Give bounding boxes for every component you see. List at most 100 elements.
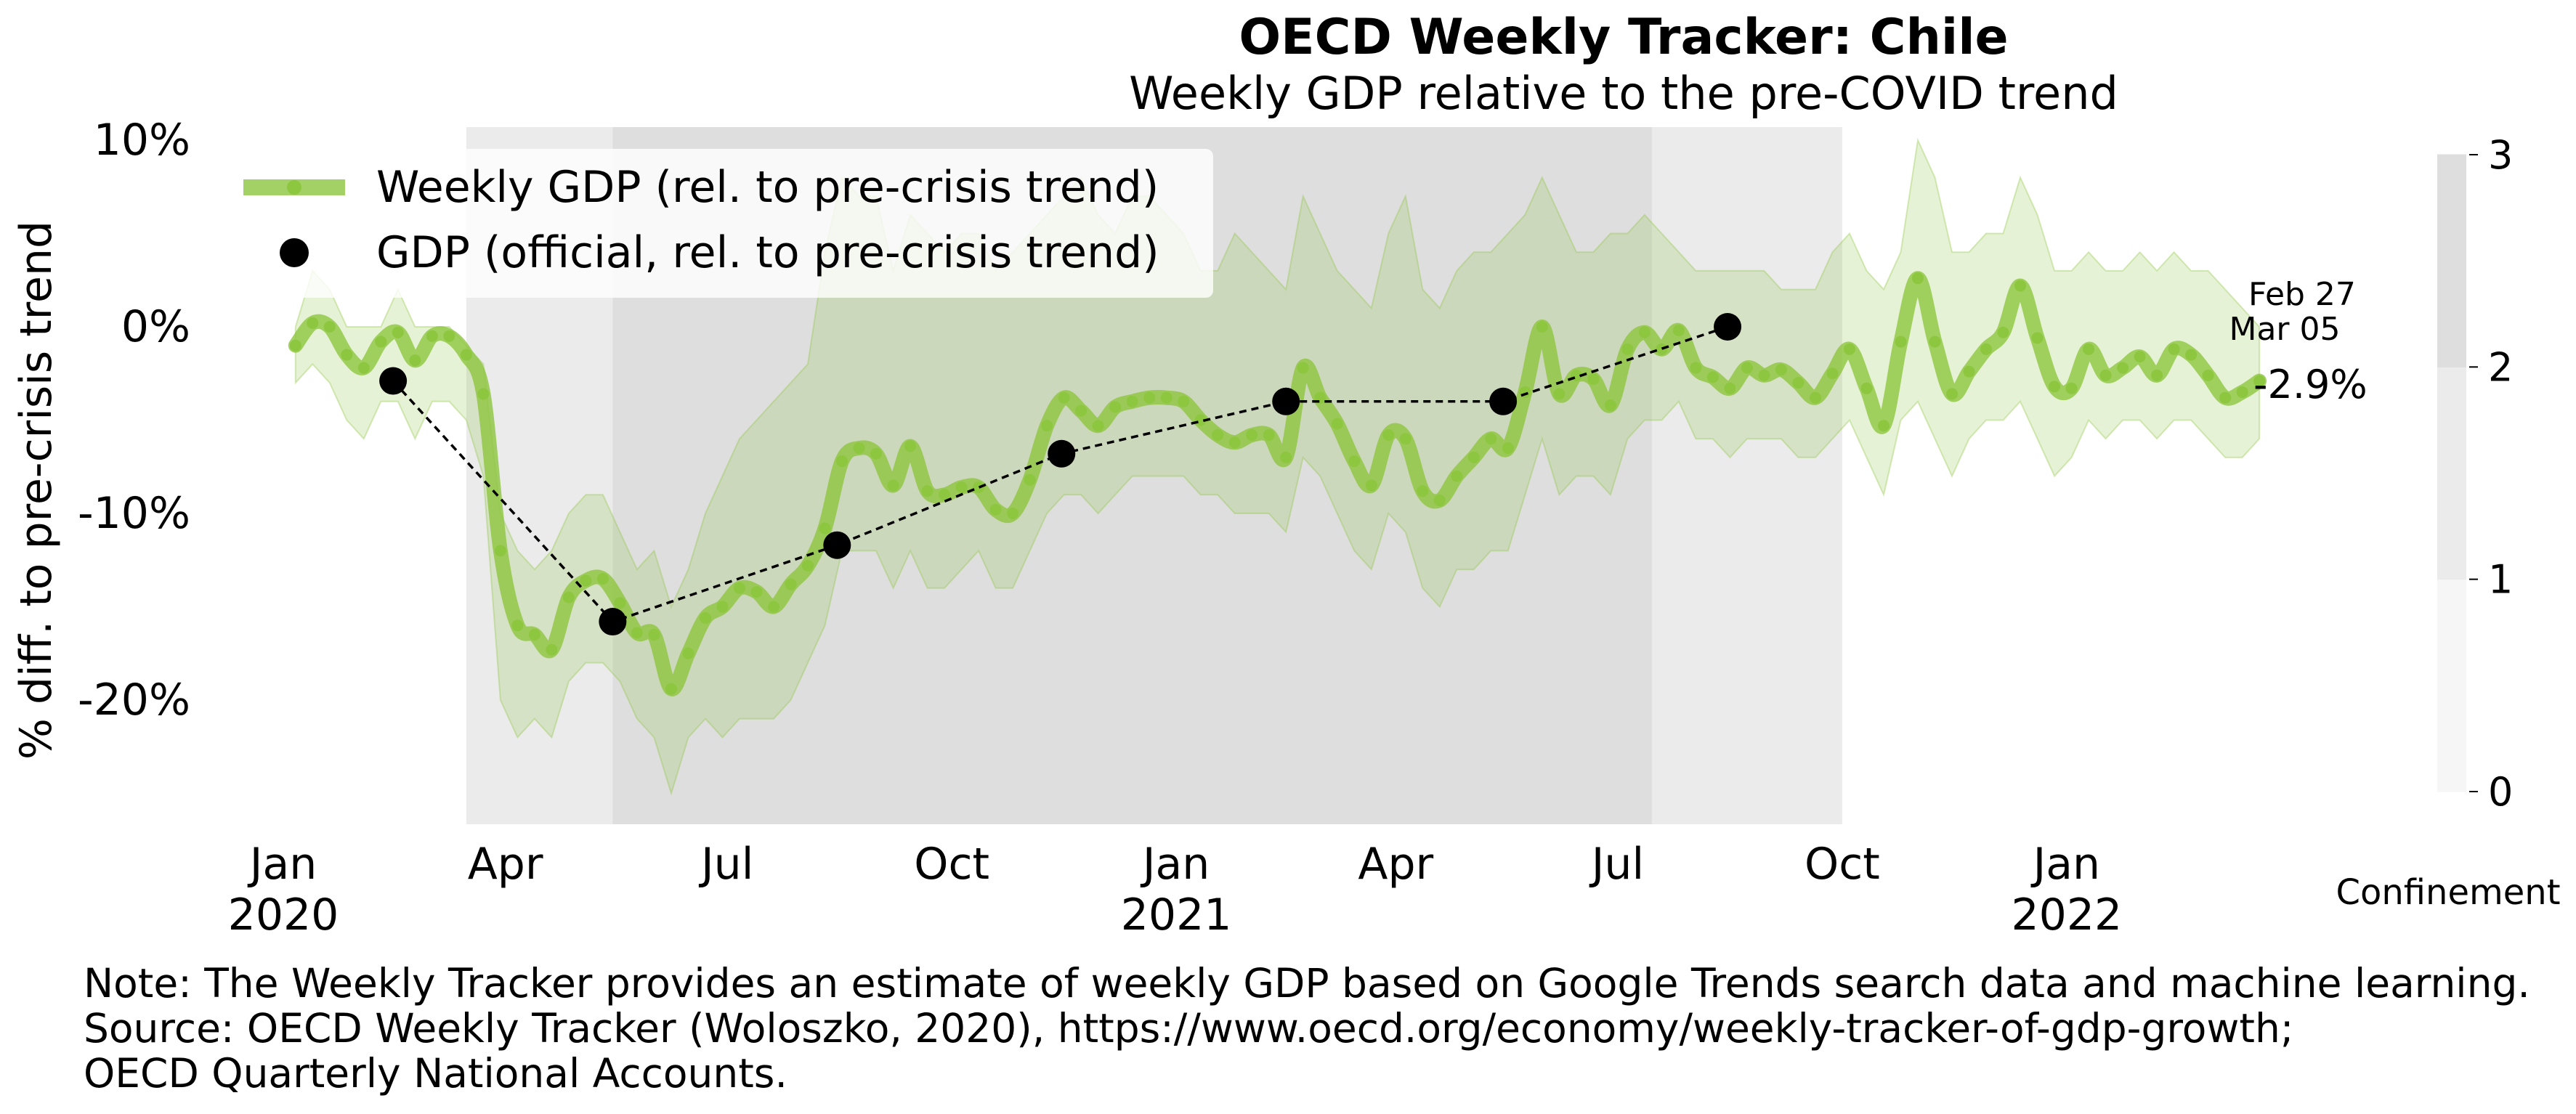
weekly-gdp-point-77	[1604, 399, 1616, 411]
official-gdp-point-3	[1048, 439, 1076, 468]
weekly-gdp-point-21	[648, 629, 660, 641]
weekly-gdp-point-67	[1433, 495, 1446, 507]
weekly-gdp-point-2	[323, 321, 336, 333]
official-gdp-point-5	[1489, 387, 1518, 415]
weekly-gdp-point-95	[1912, 272, 1924, 285]
weekly-gdp-point-90	[1826, 367, 1839, 380]
weekly-gdp-point-8	[426, 330, 438, 342]
y-axis-label: % diff. to pre-crisis trend	[11, 221, 62, 760]
colorbar-tick-label-0: 0	[2488, 769, 2513, 815]
weekly-gdp-point-86	[1758, 369, 1770, 381]
weekly-gdp-point-71	[1502, 442, 1514, 455]
weekly-gdp-point-93	[1877, 420, 1890, 432]
colorbar-segment-1	[2437, 366, 2466, 580]
weekly-gdp-point-17	[580, 574, 592, 587]
weekly-gdp-point-25	[716, 601, 729, 613]
weekly-gdp-point-43	[1024, 473, 1036, 486]
weekly-gdp-point-16	[562, 591, 575, 603]
weekly-gdp-point-32	[836, 455, 848, 468]
weekly-gdp-point-82	[1690, 362, 1702, 374]
official-gdp-series	[379, 313, 1742, 636]
weekly-gdp-point-49	[1126, 395, 1138, 407]
x-tick-label-7: Oct	[1805, 839, 1880, 890]
weekly-gdp-point-80	[1656, 343, 1668, 355]
weekly-gdp-point-55	[1228, 436, 1241, 449]
weekly-gdp-point-92	[1860, 382, 1873, 394]
weekly-gdp-point-23	[682, 647, 694, 659]
weekly-gdp-point-84	[1724, 382, 1736, 394]
weekly-gdp-point-101	[2014, 280, 2027, 292]
weekly-gdp-point-63	[1365, 479, 1377, 492]
weekly-gdp-point-106	[2099, 369, 2112, 381]
weekly-gdp-point-12	[494, 545, 506, 557]
weekly-gdp-point-103	[2049, 381, 2061, 393]
weekly-gdp-point-109	[2151, 369, 2163, 381]
weekly-gdp-point-48	[1109, 401, 1122, 413]
weekly-gdp-point-51	[1160, 391, 1172, 404]
weekly-gdp-point-99	[1980, 343, 1993, 355]
weekly-gdp-point-0	[289, 339, 301, 351]
weekly-gdp-point-45	[1058, 391, 1070, 404]
weekly-gdp-point-35	[887, 479, 899, 492]
weekly-gdp-point-64	[1382, 429, 1395, 442]
weekly-gdp-point-30	[802, 559, 814, 572]
x-tick-label-1: Apr	[468, 839, 543, 890]
weekly-gdp-point-91	[1843, 343, 1855, 355]
weekly-gdp-point-115	[2253, 375, 2266, 387]
y-tick-label-2: -10%	[78, 488, 190, 539]
weekly-gdp-point-89	[1809, 391, 1821, 404]
weekly-gdp-point-72	[1519, 386, 1531, 398]
official-gdp-point-1	[599, 608, 627, 636]
weekly-gdp-point-1	[307, 317, 319, 329]
x-tick-year-4: 2021	[1121, 890, 1232, 940]
weekly-gdp-point-87	[1775, 364, 1787, 376]
weekly-gdp-point-107	[2117, 362, 2129, 374]
confinement-label: Confinement	[2336, 872, 2560, 913]
weekly-gdp-point-50	[1143, 391, 1156, 404]
weekly-gdp-point-22	[665, 683, 677, 695]
weekly-gdp-point-37	[921, 485, 933, 497]
official-gdp-point-0	[379, 367, 408, 395]
note-line-2: Source: OECD Weekly Tracker (Woloszko, 2…	[84, 1005, 2293, 1052]
weekly-gdp-point-78	[1621, 343, 1634, 355]
weekly-gdp-point-83	[1706, 371, 1719, 383]
weekly-gdp-point-3	[341, 349, 353, 361]
weekly-gdp-point-9	[443, 330, 455, 342]
y-tick-label-3: -20%	[78, 675, 190, 725]
last-value-label: -2.9%	[2253, 362, 2368, 407]
weekly-gdp-point-10	[460, 349, 472, 361]
x-tick-label-5: Apr	[1358, 839, 1433, 890]
weekly-gdp-point-65	[1399, 433, 1411, 445]
weekly-gdp-point-105	[2083, 343, 2095, 355]
y-axis: 10% 0% -10% -20%	[78, 115, 190, 725]
weekly-gdp-point-73	[1536, 321, 1548, 333]
confinement-period-2	[1651, 127, 1842, 824]
legend: Weekly GDP (rel. to pre-crisis trend) GD…	[231, 149, 1213, 298]
weekly-gdp-point-11	[477, 388, 490, 400]
legend-weekly-label: Weekly GDP (rel. to pre-crisis trend)	[376, 162, 1159, 213]
weekly-gdp-point-58	[1280, 451, 1292, 463]
confinement-colorbar: 0 1 2 3	[2437, 132, 2513, 815]
weekly-gdp-point-34	[870, 447, 883, 460]
chart-subtitle: Weekly GDP relative to the pre-COVID tre…	[1129, 67, 2118, 120]
weekly-gdp-point-36	[904, 440, 917, 452]
x-tick-label-6: Jul	[1589, 839, 1644, 890]
weekly-gdp-point-112	[2202, 369, 2214, 381]
weekly-gdp-point-19	[614, 597, 626, 609]
weekly-gdp-point-85	[1741, 362, 1753, 374]
weekly-gdp-point-100	[1997, 326, 2009, 338]
weekly-gdp-point-59	[1297, 362, 1309, 374]
weekly-gdp-point-20	[631, 627, 643, 639]
x-tick-label-2: Jul	[698, 839, 753, 890]
weekly-gdp-point-14	[528, 629, 540, 641]
weekly-gdp-point-24	[699, 611, 711, 624]
weekly-gdp-point-70	[1485, 433, 1497, 445]
x-tick-year-0: 2020	[228, 890, 339, 940]
weekly-gdp-point-56	[1246, 429, 1258, 442]
weekly-gdp-point-108	[2134, 351, 2146, 363]
last-date-1: Feb 27	[2248, 276, 2356, 313]
x-tick-label-0: Jan	[247, 839, 317, 890]
legend-official-label: GDP (official, rel. to pre-crisis trend)	[376, 227, 1159, 278]
